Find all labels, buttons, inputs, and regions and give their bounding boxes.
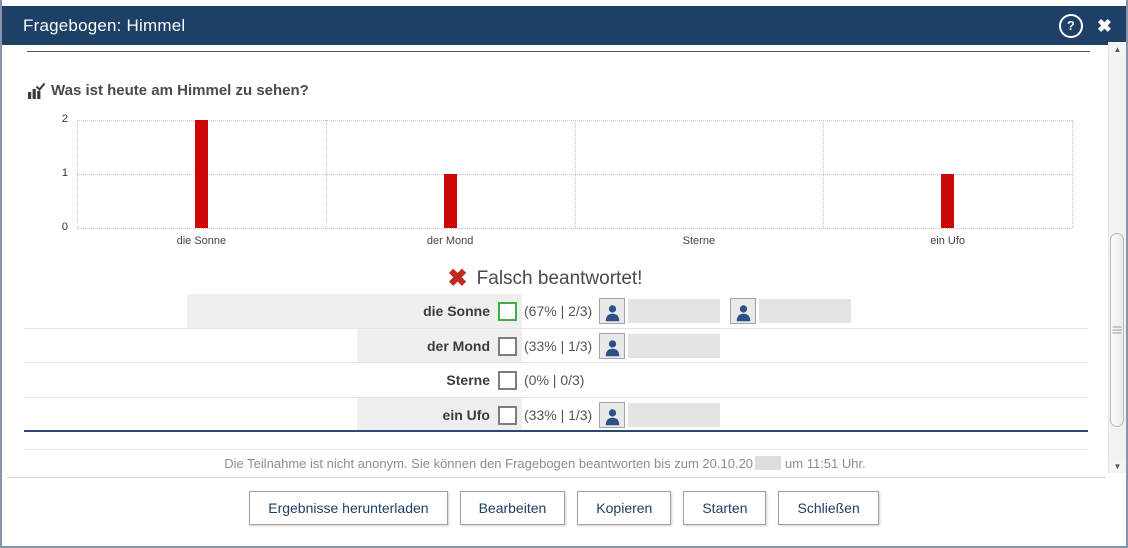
- scroll-up-icon[interactable]: ▲: [1109, 42, 1126, 56]
- chart-bar: [941, 174, 955, 228]
- answer-checkbox[interactable]: [498, 371, 517, 390]
- answer-label: Sterne: [446, 372, 490, 388]
- start-button[interactable]: Starten: [683, 491, 767, 525]
- participant-chips: [599, 298, 851, 324]
- answer-label: ein Ufo: [442, 406, 490, 423]
- y-axis-tick-label: 2: [61, 113, 68, 125]
- chart-bar: [194, 120, 208, 228]
- results-bar-chart: 0 1 2 die Sonne der Mond Sterne ein Ufo: [42, 113, 1082, 270]
- answer-checkbox[interactable]: [498, 336, 517, 356]
- x-axis-category-label: die Sonne: [176, 235, 227, 247]
- edit-button[interactable]: Bearbeiten: [459, 491, 566, 525]
- participation-note: Die Teilnahme ist nicht anonym. Sie könn…: [2, 456, 1088, 471]
- redacted-participant-name: [628, 333, 720, 358]
- y-axis-tick-label: 0: [61, 221, 68, 233]
- answer-label: die Sonne: [423, 303, 490, 319]
- participant-chip: [599, 332, 720, 359]
- help-icon[interactable]: ?: [1058, 13, 1083, 38]
- redacted-participant-name: [628, 402, 720, 427]
- result-banner: ✖ Falsch beantwortet!: [2, 264, 1088, 294]
- chart-gridline: [77, 120, 78, 228]
- scrollbar-grip: [1112, 325, 1122, 336]
- answer-percent-bar: [357, 328, 522, 363]
- redacted-year: [755, 456, 782, 470]
- answer-row: der Mond (33% | 1/3): [2, 328, 1126, 363]
- answer-percent-bar: [187, 294, 522, 329]
- y-axis-tick-label: 1: [61, 167, 68, 179]
- chart-gridline: [325, 120, 327, 228]
- answer-list: die Sonne (67% | 2/3) der Mond (33% | 1/3)…: [2, 294, 1126, 432]
- chart-gridline: [77, 228, 1072, 229]
- answer-percent-bar: [357, 397, 522, 432]
- participant-chips: [599, 401, 720, 428]
- chart-gridline: [1072, 120, 1073, 228]
- copy-button[interactable]: Kopieren: [577, 491, 672, 525]
- content-top-divider: [27, 51, 1090, 52]
- participant-chips: [599, 332, 720, 359]
- x-axis-category-label: der Mond: [426, 235, 474, 247]
- participant-chip: [730, 298, 851, 324]
- participation-note-before: Die Teilnahme ist nicht anonym. Sie könn…: [224, 456, 754, 471]
- x-axis-category-label: ein Ufo: [930, 235, 966, 247]
- answer-stats: (0% | 0/3): [524, 372, 585, 388]
- participant-chip: [599, 401, 720, 428]
- dialog-titlebar: Fragebogen: Himmel ? ✖: [2, 6, 1126, 45]
- note-top-divider: [24, 449, 1088, 450]
- chart-bar: [443, 174, 457, 228]
- answer-label: der Mond: [427, 337, 490, 354]
- question-heading: Was ist heute am Himmel zu sehen?: [27, 82, 309, 99]
- close-button[interactable]: Schließen: [778, 491, 879, 525]
- participation-note-after: um 11:51 Uhr.: [785, 456, 866, 471]
- bar-chart-check-icon: [27, 82, 45, 99]
- answer-stats: (33% | 1/3): [524, 337, 593, 354]
- answer-row: die Sonne (67% | 2/3): [2, 294, 1126, 329]
- dialog-title: Fragebogen: Himmel: [23, 15, 186, 35]
- person-icon: [599, 298, 625, 324]
- answer-stats: (67% | 2/3): [524, 303, 593, 319]
- x-axis-category-label: Sterne: [682, 235, 716, 247]
- scrollbar-thumb[interactable]: [1110, 233, 1124, 427]
- scroll-down-icon[interactable]: ▼: [1109, 459, 1126, 473]
- person-icon: [599, 332, 625, 359]
- answer-row: ein Ufo (33% | 1/3): [2, 397, 1126, 432]
- participant-chip: [599, 298, 720, 324]
- redacted-participant-name: [628, 299, 720, 323]
- answer-checkbox[interactable]: [498, 302, 517, 321]
- person-icon: [599, 401, 625, 428]
- person-icon: [730, 298, 756, 324]
- action-button-row: Ergebnisse herunterladen Bearbeiten Kopier…: [2, 491, 1126, 525]
- redacted-participant-name: [759, 299, 851, 323]
- note-bottom-divider: [7, 477, 1106, 478]
- vertical-scrollbar[interactable]: ▲ ▼: [1108, 42, 1126, 473]
- wrong-x-icon: ✖: [447, 265, 468, 292]
- answer-stats: (33% | 1/3): [524, 406, 593, 423]
- chart-gridline: [823, 120, 825, 228]
- close-icon[interactable]: ✖: [1096, 15, 1112, 36]
- download-results-button[interactable]: Ergebnisse herunterladen: [249, 491, 448, 525]
- answer-checkbox[interactable]: [498, 405, 517, 425]
- question-title: Was ist heute am Himmel zu sehen?: [51, 82, 309, 99]
- result-banner-text: Falsch beantwortet!: [476, 268, 643, 289]
- chart-gridline: [574, 120, 576, 228]
- answer-row: Sterne (0% | 0/3): [2, 363, 1126, 398]
